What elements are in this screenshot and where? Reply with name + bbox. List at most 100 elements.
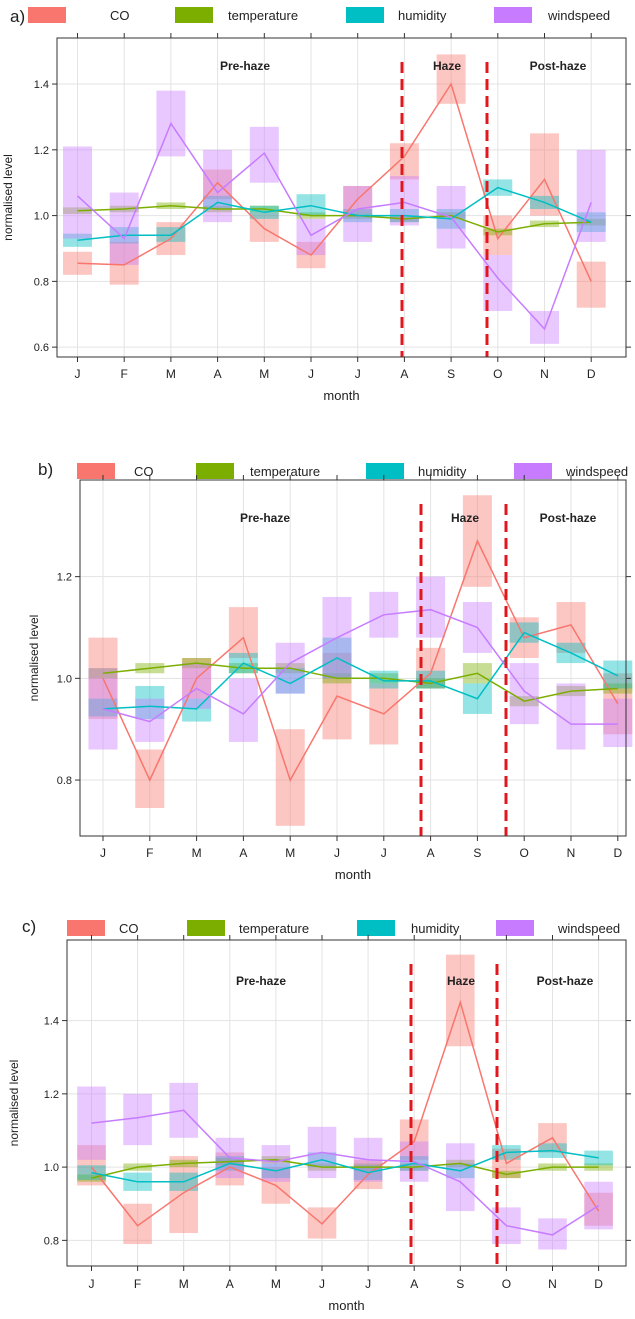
x-axis-title: month (328, 1298, 364, 1313)
x-axis-title: month (335, 867, 371, 882)
band-CO (389, 143, 419, 180)
band-CO (275, 729, 305, 826)
x-tick-label: S (473, 846, 481, 860)
legend-label-humidity: humidity (411, 921, 460, 936)
plot-frame (79, 479, 627, 837)
y-tick-label: 1.0 (34, 211, 49, 223)
band-CO (436, 54, 466, 104)
chart-panel-1: a) CO temperature humidity windspeed Pre-haze… (1, 7, 631, 403)
x-tick-label: D (613, 846, 622, 860)
x-tick-label: M (166, 367, 176, 381)
x-tick-label: M (192, 846, 202, 860)
plot-area (67, 940, 626, 1266)
legend-swatch-windspeed (514, 463, 552, 479)
x-tick-label: O (502, 1277, 511, 1291)
x-tick-label: M (285, 846, 295, 860)
x-axis-title: month (323, 388, 359, 403)
band-windspeed (203, 149, 233, 223)
band-windspeed (584, 1181, 613, 1230)
panel-label: b) (38, 460, 53, 479)
band-humidity (275, 668, 305, 694)
legend-swatch-windspeed (496, 920, 534, 936)
x-tick-label: F (146, 846, 153, 860)
legend-swatch-temperature (187, 920, 225, 936)
legend-label-CO: CO (119, 921, 139, 936)
legend-swatch-CO (28, 7, 66, 23)
legend-swatch-temperature (175, 7, 213, 23)
x-tick-label: J (308, 367, 314, 381)
legend-label-windspeed: windspeed (557, 921, 620, 936)
series-line-humidity (102, 631, 619, 710)
period-label: Haze (433, 59, 461, 73)
y-axis-title: normalised level (1, 154, 15, 241)
band-CO (123, 1203, 152, 1245)
y-axis-title: normalised level (7, 1060, 21, 1147)
y-tick-label: 1.4 (44, 1016, 59, 1028)
x-tick-label: J (100, 846, 106, 860)
x-tick-label: A (226, 1277, 234, 1291)
x-tick-label: A (427, 846, 435, 860)
series-line-CO (77, 82, 592, 282)
period-label: Post-haze (537, 974, 594, 988)
band-humidity (296, 194, 326, 216)
legend-label-humidity: humidity (418, 464, 467, 479)
x-tick-label: J (319, 1277, 325, 1291)
series-line-windspeed (91, 1109, 600, 1236)
series-line-humidity (77, 186, 592, 242)
legend-label-windspeed: windspeed (547, 8, 610, 23)
band-windspeed (109, 192, 139, 265)
band-CO (169, 1156, 198, 1234)
band-windspeed (603, 698, 633, 747)
series-line-CO (90, 999, 600, 1227)
x-tick-label: O (493, 367, 502, 381)
band-windspeed (389, 176, 419, 226)
x-tick-label: N (540, 367, 549, 381)
legend-swatch-humidity (357, 920, 395, 936)
series-line-temperature (102, 662, 618, 702)
x-tick-label: F (134, 1277, 141, 1291)
x-tick-label: J (365, 1277, 371, 1291)
band-windspeed (538, 1218, 567, 1250)
x-tick-label: A (410, 1277, 418, 1291)
period-label: Pre-haze (240, 511, 290, 525)
y-tick-label: 0.6 (34, 342, 49, 354)
legend-label-temperature: temperature (228, 8, 298, 23)
panel-label: a) (10, 7, 25, 26)
chart-panel-2: b) CO temperature humidity windspeed Pre-haze… (27, 460, 633, 882)
series-line-humidity (91, 1149, 599, 1183)
band-CO (249, 212, 279, 242)
y-tick-label: 0.8 (57, 775, 72, 787)
period-label: Post-haze (540, 511, 597, 525)
period-label: Pre-haze (236, 974, 286, 988)
band-windspeed (261, 1145, 291, 1182)
x-tick-label: M (271, 1277, 281, 1291)
period-label: Haze (451, 511, 479, 525)
series-line-temperature (77, 204, 592, 233)
legend-label-temperature: temperature (239, 921, 309, 936)
period-label: Haze (447, 974, 475, 988)
y-tick-label: 1.2 (57, 572, 72, 584)
panel-label: c) (22, 917, 36, 936)
legend-label-CO: CO (110, 8, 130, 23)
x-tick-label: J (334, 846, 340, 860)
legend-label-windspeed: windspeed (565, 464, 628, 479)
legend-swatch-humidity (366, 463, 404, 479)
band-CO (584, 1192, 613, 1226)
y-tick-label: 1.0 (57, 673, 72, 685)
y-tick-label: 0.8 (34, 276, 49, 288)
x-tick-label: M (179, 1277, 189, 1291)
band-CO (109, 241, 139, 285)
legend-swatch-temperature (196, 463, 234, 479)
y-tick-label: 1.0 (44, 1162, 59, 1174)
period-label: Pre-haze (220, 59, 270, 73)
band-windspeed (135, 698, 165, 742)
series-line-windspeed (102, 608, 618, 725)
x-tick-label: S (456, 1277, 464, 1291)
band-windspeed (249, 126, 279, 183)
x-tick-label: J (89, 1277, 95, 1291)
x-tick-label: A (214, 367, 222, 381)
band-humidity (369, 670, 399, 689)
y-tick-label: 1.2 (34, 145, 49, 157)
x-tick-label: D (594, 1277, 603, 1291)
legend-swatch-CO (67, 920, 105, 936)
